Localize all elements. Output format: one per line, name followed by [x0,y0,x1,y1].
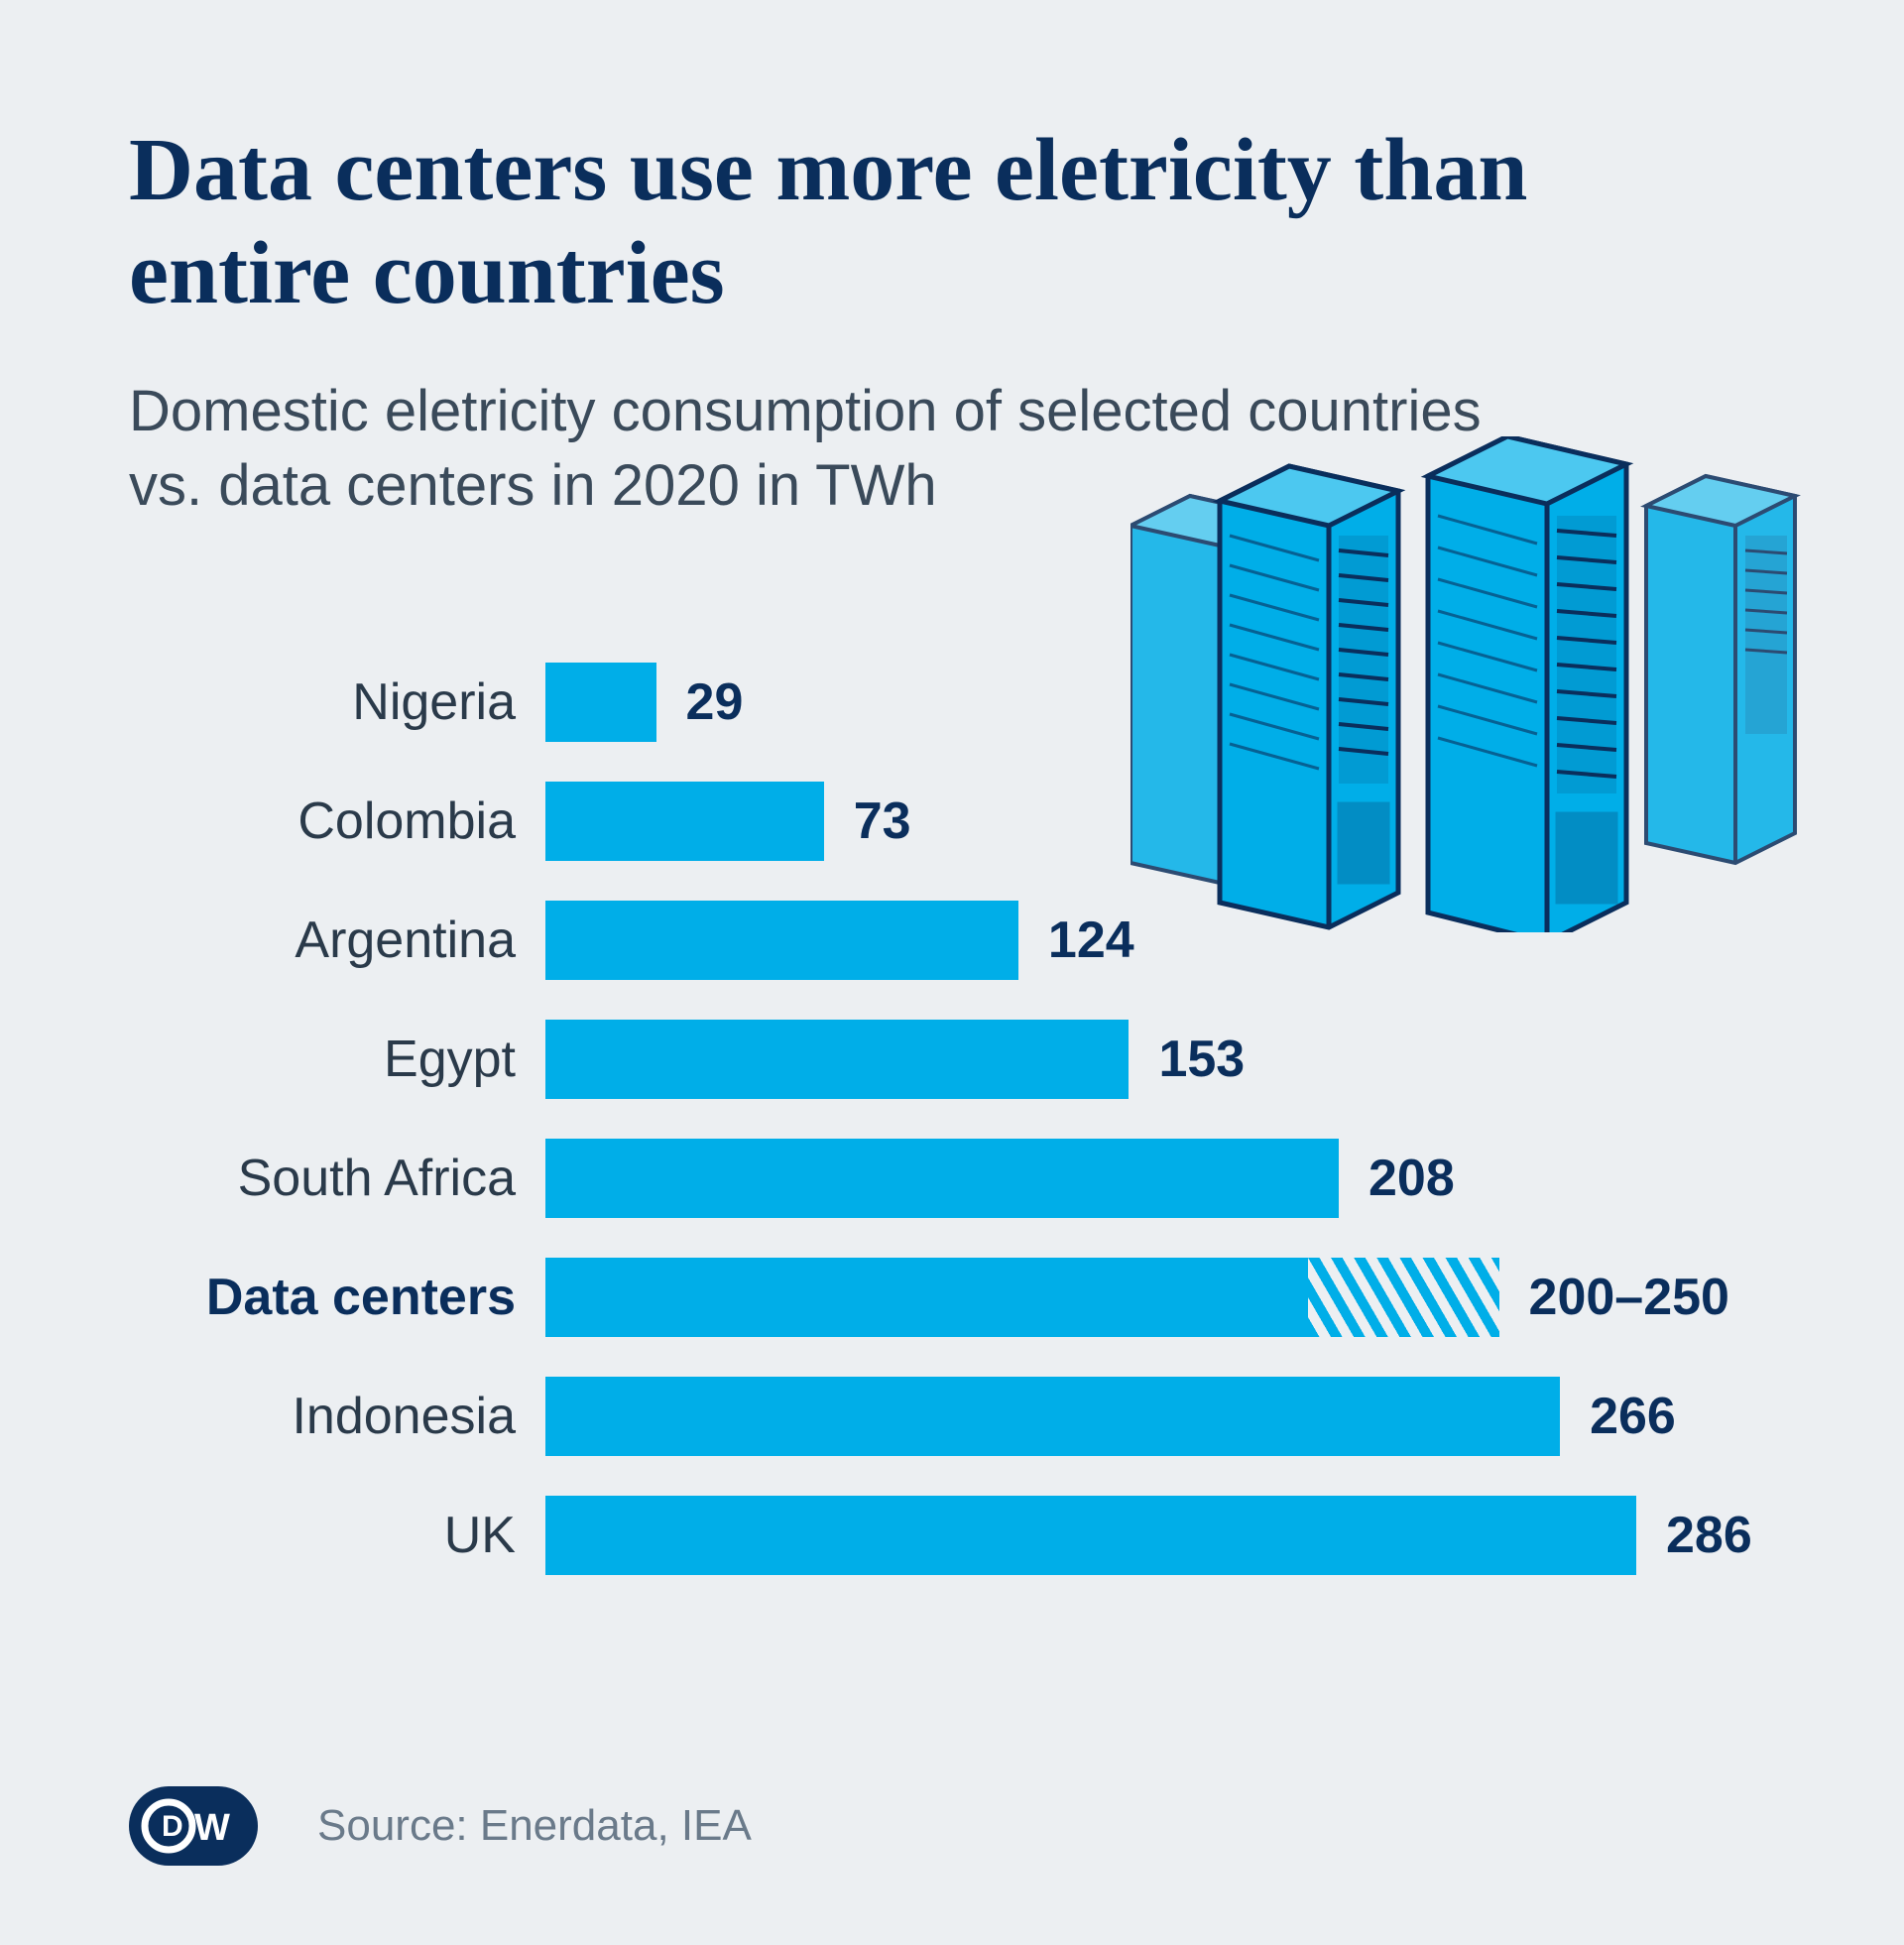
bar-chart: Nigeria 29 Colombia 73 Argentina 124 Egypt 153 S… [169,643,1775,1595]
bar-segment-solid [545,1258,1308,1337]
infographic-footer: D W Source: Enerdata, IEA [129,1786,1775,1866]
bar-row: Nigeria 29 [169,643,1775,762]
bar-segment-solid [545,1496,1636,1575]
source-text: Source: Enerdata, IEA [317,1801,752,1851]
bar-segment-solid [545,1377,1560,1456]
bar-track: 286 [545,1496,1775,1575]
bar-label: Data centers [169,1268,545,1327]
bar-row: Indonesia 266 [169,1357,1775,1476]
bar-value: 208 [1368,1149,1455,1208]
bar-label: Argentina [169,911,545,970]
bar-segment-solid [545,663,656,742]
bar-fill [545,1496,1636,1575]
bar-value: 29 [686,672,744,732]
bar-row: South Africa 208 [169,1119,1775,1238]
bar-value: 200–250 [1529,1268,1729,1327]
bar-track: 208 [545,1139,1775,1218]
bar-fill [545,1258,1499,1337]
bar-row: Colombia 73 [169,762,1775,881]
bar-label: Egypt [169,1030,545,1089]
bar-track: 124 [545,901,1775,980]
bar-fill [545,901,1018,980]
bar-value: 286 [1666,1506,1752,1565]
bar-label: South Africa [169,1149,545,1208]
bar-track: 73 [545,782,1775,861]
bar-row: UK 286 [169,1476,1775,1595]
infographic-container: Data centers use more eletricity than en… [0,0,1904,1945]
bar-row: Egypt 153 [169,1000,1775,1119]
svg-text:D: D [162,1810,183,1843]
bar-value: 266 [1590,1387,1676,1446]
svg-text:W: W [194,1807,230,1849]
bar-segment-solid [545,1139,1339,1218]
bar-value: 73 [854,791,911,851]
bar-track: 266 [545,1377,1775,1456]
bar-value: 153 [1158,1030,1245,1089]
bar-fill [545,1020,1129,1099]
chart-title: Data centers use more eletricity than en… [129,119,1616,324]
bar-segment-solid [545,1020,1129,1099]
bar-track: 200–250 [545,1258,1775,1337]
bar-label: Indonesia [169,1387,545,1446]
bar-label: Nigeria [169,672,545,732]
dw-logo: D W [129,1786,258,1866]
bar-label: UK [169,1506,545,1565]
bar-row: Data centers 200–250 [169,1238,1775,1357]
bar-row: Argentina 124 [169,881,1775,1000]
bar-label: Colombia [169,791,545,851]
bar-fill [545,663,656,742]
bar-segment-solid [545,901,1018,980]
bar-segment-hatched [1308,1258,1498,1337]
bar-fill [545,1377,1560,1456]
bar-fill [545,782,824,861]
bar-track: 29 [545,663,1775,742]
bar-segment-solid [545,782,824,861]
bar-track: 153 [545,1020,1775,1099]
bar-fill [545,1139,1339,1218]
bar-value: 124 [1048,911,1134,970]
